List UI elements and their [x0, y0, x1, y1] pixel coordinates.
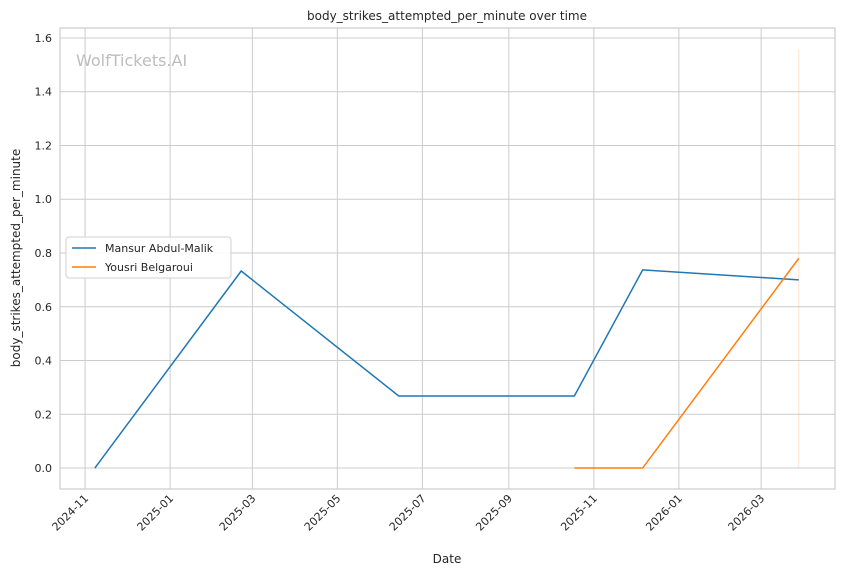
watermark: WolfTickets.AI	[76, 51, 187, 70]
chart-title: body_strikes_attempted_per_minute over t…	[307, 9, 587, 23]
x-tick-label: 2025-09	[473, 492, 515, 534]
y-tick-label: 1.6	[35, 32, 53, 45]
legend: Mansur Abdul-Malik Yousri Belgaroui	[66, 237, 231, 278]
x-tick-label: 2024-11	[50, 492, 92, 534]
x-tick-label: 2025-05	[302, 492, 344, 534]
y-axis-label: body_strikes_attempted_per_minute	[9, 149, 23, 367]
legend-label-yousri: Yousri Belgaroui	[104, 261, 193, 274]
y-tick-label: 0.6	[35, 301, 53, 314]
legend-label-mansur: Mansur Abdul-Malik	[105, 242, 214, 255]
x-tick-label: 2026-01	[643, 492, 685, 534]
y-tick-label: 0.4	[35, 355, 53, 368]
series-line-1	[574, 258, 798, 468]
y-tick-label: 0.8	[35, 247, 53, 260]
x-tick-label: 2025-01	[135, 492, 177, 534]
y-tick-label: 1.4	[35, 86, 53, 99]
y-tick-label: 1.2	[35, 139, 53, 152]
y-tick-label: 0.2	[35, 408, 53, 421]
x-tick-label: 2025-03	[217, 492, 259, 534]
y-tick-label: 0.0	[35, 462, 53, 475]
x-tick-label: 2025-07	[387, 492, 429, 534]
y-tick-label: 1.0	[35, 193, 53, 206]
x-axis-label: Date	[433, 552, 462, 566]
x-tick-label: 2025-11	[558, 492, 600, 534]
series-line-0	[95, 270, 799, 468]
x-tick-label: 2026-03	[726, 492, 768, 534]
